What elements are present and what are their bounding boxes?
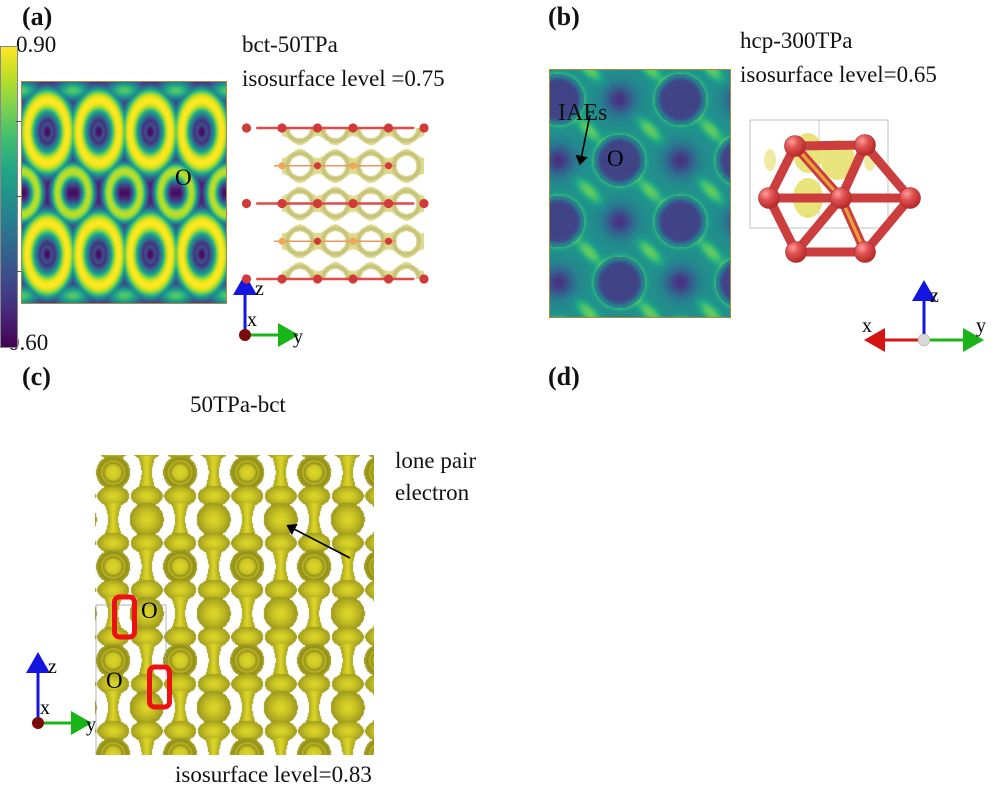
- svg-text:y: y: [976, 315, 986, 337]
- svg-text:O: O: [141, 598, 158, 623]
- svg-text:z: z: [930, 285, 939, 307]
- svg-text:y: y: [86, 714, 96, 736]
- svg-text:z: z: [48, 656, 57, 678]
- svg-text:x: x: [862, 315, 872, 337]
- svg-text:x: x: [247, 309, 257, 331]
- svg-text:y: y: [293, 326, 303, 348]
- svg-text:x: x: [40, 697, 50, 719]
